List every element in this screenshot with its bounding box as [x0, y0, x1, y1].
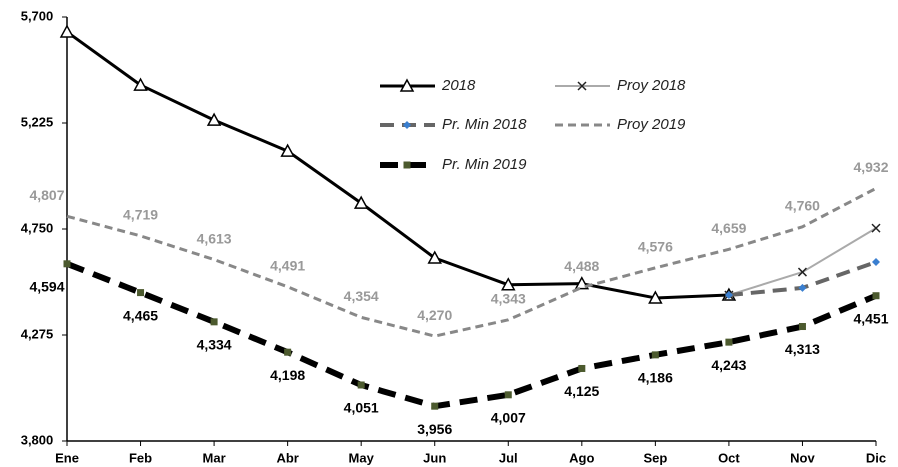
data-label: 4,354	[344, 288, 379, 304]
data-label: 4,719	[123, 207, 158, 223]
x-tick-label: Feb	[129, 450, 152, 465]
data-point	[724, 291, 733, 300]
data-point	[133, 77, 148, 91]
legend-label: Pr. Min 2019	[442, 156, 527, 173]
data-label: 4,186	[638, 370, 673, 386]
series-line	[66, 30, 729, 300]
x-tick-label: Jun	[423, 450, 446, 465]
data-point	[353, 195, 369, 209]
data-point	[431, 402, 439, 410]
y-tick-label: 3,800	[21, 432, 54, 447]
data-point	[210, 318, 218, 326]
legend-label: Pr. Min 2018	[442, 116, 527, 133]
x-tick-label: Jul	[499, 450, 518, 465]
data-label: 4,760	[785, 197, 820, 213]
series-line	[65, 261, 878, 410]
x-tick-label: Mar	[203, 450, 226, 465]
legend-label: Proy 2018	[617, 77, 686, 94]
data-point	[59, 24, 75, 38]
data-label: 4,491	[270, 258, 305, 274]
legend-label: Proy 2019	[617, 116, 686, 133]
data-label: 3,956	[417, 421, 452, 437]
y-tick-label: 5,225	[21, 114, 54, 129]
data-label: 4,613	[197, 230, 232, 246]
x-tick-label: Abr	[276, 450, 298, 465]
legend-marker	[403, 161, 411, 169]
data-label: 4,451	[853, 310, 888, 326]
data-point	[137, 289, 145, 297]
data-point	[357, 381, 365, 389]
data-point	[797, 267, 807, 277]
x-tick-label: Dic	[866, 450, 886, 465]
x-tick-label: Sep	[643, 450, 667, 465]
data-label: 4,932	[853, 159, 888, 175]
data-label: 4,807	[29, 187, 64, 203]
data-point	[578, 364, 586, 372]
x-tick-label: Ago	[569, 450, 594, 465]
legend-marker	[399, 78, 415, 92]
y-tick-label: 5,700	[21, 8, 54, 23]
data-point	[648, 290, 663, 304]
data-label: 4,313	[785, 341, 820, 357]
data-label: 4,594	[29, 279, 64, 295]
data-label: 4,198	[270, 367, 305, 383]
x-tick-label: Ene	[55, 450, 79, 465]
data-label: 4,659	[711, 220, 746, 236]
legend-marker	[403, 121, 411, 129]
legend-label: 2018	[441, 77, 476, 94]
data-point	[872, 292, 880, 300]
data-point	[725, 338, 733, 346]
data-point	[798, 323, 806, 331]
x-tick-label: Oct	[718, 450, 740, 465]
data-label: 4,576	[638, 239, 673, 255]
data-label: 4,465	[123, 307, 158, 323]
data-label: 4,488	[564, 258, 599, 274]
data-point	[501, 277, 516, 291]
data-point	[284, 348, 292, 356]
y-tick-label: 4,275	[21, 326, 54, 341]
data-label: 4,343	[491, 291, 526, 307]
data-label: 4,334	[197, 337, 232, 353]
series-line	[66, 187, 877, 338]
data-point	[872, 258, 880, 267]
y-tick-label: 4,750	[21, 220, 54, 235]
data-point	[798, 283, 807, 292]
data-point	[871, 223, 881, 233]
data-label: 4,125	[564, 383, 599, 399]
data-label: 4,270	[417, 307, 452, 323]
x-tick-label: Nov	[790, 450, 815, 465]
data-point	[63, 260, 71, 268]
data-point	[280, 143, 295, 157]
data-point	[427, 250, 442, 264]
data-point	[504, 391, 512, 399]
x-tick-label: May	[349, 450, 375, 465]
data-point	[206, 112, 222, 126]
legend-marker	[577, 81, 587, 91]
data-label: 4,243	[711, 357, 746, 373]
data-label: 4,007	[491, 410, 526, 426]
data-point	[651, 351, 659, 359]
data-label: 4,051	[344, 400, 379, 416]
